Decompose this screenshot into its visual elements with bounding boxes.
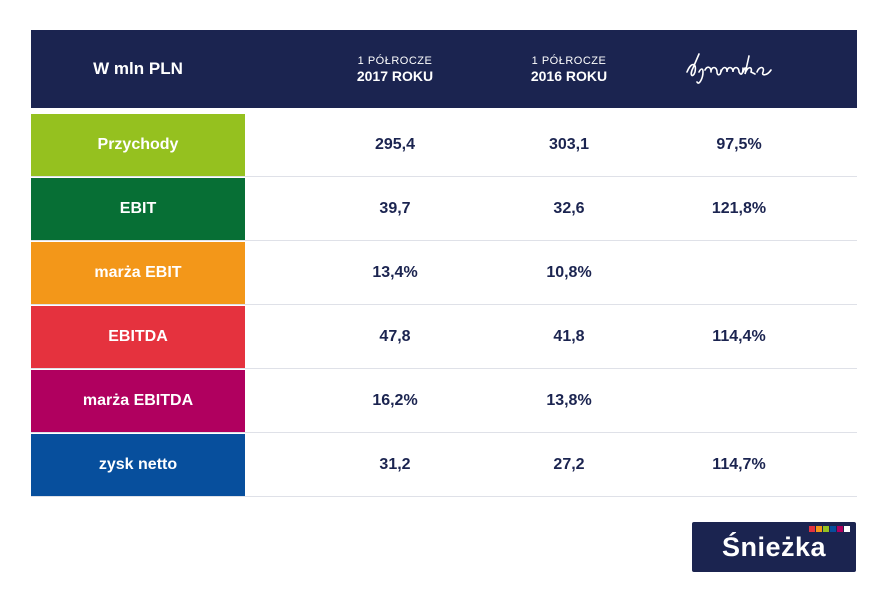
row-label: zysk netto [31,434,245,496]
value-2017: 295,4 [374,136,416,153]
value-2017: 13,4% [372,264,418,281]
row-label: EBITDA [31,306,245,368]
value-2016: 41,8 [553,328,585,345]
logo-stripe [844,526,850,532]
logo-stripe [809,526,815,532]
logo-stripe [837,526,843,532]
value-2017: 31,2 [379,456,411,473]
value-2016: 32,6 [553,200,585,217]
table-row: EBITDA 47,8 41,8 114,4% [31,306,857,369]
row-label: marża EBITDA [31,370,245,432]
header-title: W mln PLN [93,59,183,78]
financial-table: W mln PLN 1 PÓŁROCZE 2017 ROKU 1 PÓŁROCZ… [31,30,857,497]
value-dynamika: 97,5% [716,136,762,153]
table-body: Przychody 295,4 303,1 97,5% EBIT 39,7 32,6 121,… [31,108,857,497]
value-2017: 16,2% [372,392,418,409]
value-dynamika: 114,4% [712,328,766,345]
header-col-2016-big: 2016 ROKU [530,68,608,84]
header-col-2016-small: 1 PÓŁROCZE [531,55,607,67]
value-2016: 13,8% [546,392,592,409]
row-label: EBIT [31,178,245,240]
value-2017: 39,7 [379,200,411,217]
logo-color-stripes [808,526,850,532]
value-2016: 303,1 [548,136,590,153]
row-label: Przychody [31,114,245,176]
table-header: W mln PLN 1 PÓŁROCZE 2017 ROKU 1 PÓŁROCZ… [31,30,857,108]
header-col-2017-small: 1 PÓŁROCZE [357,55,433,67]
table-row: marża EBITDA 16,2% 13,8% [31,370,857,433]
logo-stripe [823,526,829,532]
logo-text: Śnieżka [721,532,827,562]
value-dynamika: 114,7% [712,456,766,473]
value-2017: 47,8 [379,328,411,345]
row-label: marża EBIT [31,242,245,304]
table-row: marża EBIT 13,4% 10,8% [31,242,857,305]
value-2016: 27,2 [553,456,585,473]
table-row: EBIT 39,7 32,6 121,8% [31,178,857,241]
dynamika-script-image [686,53,772,84]
header-col-2016: 1 PÓŁROCZE 2016 ROKU [494,54,644,84]
logo-stripe [816,526,822,532]
table-row: Przychody 295,4 303,1 97,5% [31,114,857,177]
header-col-2017-big: 2017 ROKU [356,68,434,84]
logo-stripe [830,526,836,532]
value-dynamika: 121,8% [711,200,767,217]
sniezka-logo: Śnieżka [692,522,856,572]
header-dynamika-script [681,48,801,88]
value-2016: 10,8% [546,264,592,281]
header-col-2017: 1 PÓŁROCZE 2017 ROKU [320,54,470,84]
table-row: zysk netto 31,2 27,2 114,7% [31,434,857,497]
